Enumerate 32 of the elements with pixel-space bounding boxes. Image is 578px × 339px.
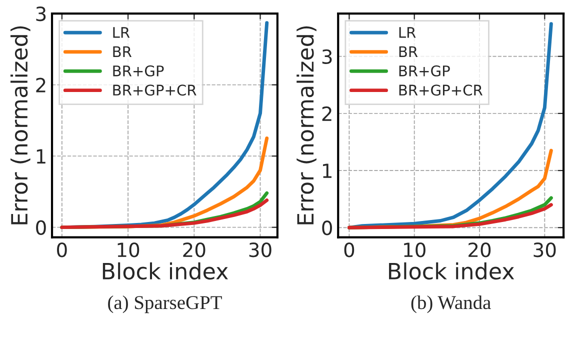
y-tick-label: 2 — [36, 78, 46, 92]
y-tick-label: 3 — [322, 49, 332, 64]
legend-label: BR+GP+CR — [399, 84, 482, 96]
legend-label: BR+GP — [113, 65, 164, 76]
y-tick-label: 3 — [36, 6, 46, 22]
legend-label: BR — [399, 46, 418, 57]
x-tick-label: 20 — [468, 242, 491, 258]
line-series — [347, 203, 553, 230]
legend-label: LR — [399, 27, 416, 38]
legend-label: BR+GP+CR — [113, 84, 196, 96]
line-series — [60, 198, 269, 230]
x-tick-label: 20 — [183, 242, 206, 258]
text: (b) Wanda — [411, 295, 491, 314]
y-tick-label: 2 — [322, 106, 332, 121]
y-axis-title: Error (normalized) — [296, 26, 316, 224]
x-tick-label: 10 — [404, 242, 426, 258]
x-tick-label: 30 — [534, 242, 556, 258]
y-tick-label: 0 — [36, 220, 46, 235]
x-tick-label: 10 — [118, 242, 140, 258]
x-tick-label: 30 — [249, 242, 272, 258]
legend-label: BR — [113, 46, 132, 57]
x-tick-label: 0 — [344, 242, 354, 258]
legend-label: BR+GP — [399, 65, 450, 76]
x-axis-title: Block index — [102, 262, 228, 280]
x-axis-title: Block index — [389, 262, 514, 280]
y-tick-label: 1 — [323, 164, 332, 178]
x-tick-label: 0 — [57, 242, 67, 258]
legend-label: LR — [113, 27, 130, 38]
y-axis-title: Error (normalized) — [10, 26, 30, 224]
text: (a) SparseGPT — [108, 295, 222, 314]
y-tick-label: 1 — [36, 149, 46, 164]
y-tick-label: 0 — [322, 220, 332, 236]
